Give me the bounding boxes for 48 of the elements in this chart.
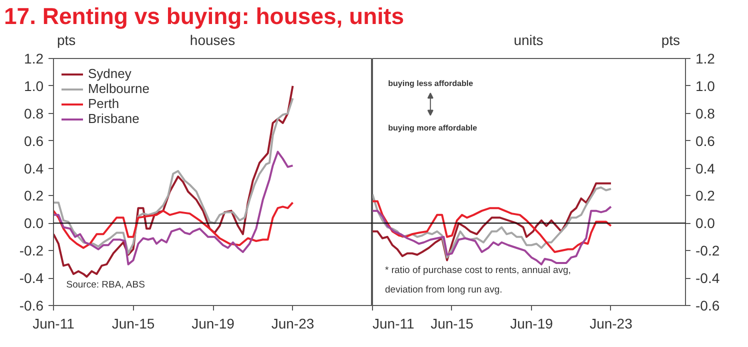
y-tick-label: 1.0 — [24, 78, 44, 94]
y-tick-label: 0.8 — [696, 105, 716, 122]
y-tick-label: -0.6 — [696, 298, 720, 314]
chart-title: 17. Renting vs buying: houses, units — [4, 2, 404, 31]
y-tick-label: 0.4 — [24, 160, 44, 176]
y-tick-label: 1.2 — [24, 50, 44, 66]
y-tick-label: -0.4 — [696, 270, 720, 286]
x-tick-label: Jun-11 — [372, 316, 414, 332]
x-tick-label: Jun-23 — [271, 316, 314, 332]
y-tick-label: 0.6 — [24, 132, 44, 149]
legend-label: Perth — [88, 96, 120, 111]
line-series — [54, 97, 294, 254]
chart-subtitle: houses — [190, 32, 236, 48]
legend-label: Sydney — [88, 66, 132, 81]
y-tick-label: 0.2 — [696, 188, 716, 204]
y-tick-label: 1.2 — [696, 50, 716, 66]
y-tick-label: 0.4 — [696, 160, 716, 176]
annotation: buying more affordable — [388, 124, 478, 133]
chart-subtitle: units — [514, 32, 544, 48]
y-axis-title: pts — [661, 31, 680, 50]
line-series — [372, 200, 612, 253]
annotation: * ratio of purchase cost to rents, annual avg, — [385, 264, 571, 276]
y-tick-label: -0.2 — [19, 242, 44, 259]
y-tick-label: -0.4 — [19, 270, 44, 286]
line-series — [54, 150, 294, 266]
x-tick-label: Jun-23 — [590, 316, 633, 332]
y-tick-label: 0.8 — [24, 105, 44, 122]
y-tick-label: -0.6 — [19, 298, 44, 314]
line-series — [372, 206, 612, 266]
legend-label: Melbourne — [88, 81, 150, 96]
x-tick-label: Jun-15 — [112, 316, 155, 332]
legend-label: Brisbane — [88, 111, 140, 126]
y-tick-label: 0.2 — [24, 188, 44, 204]
y-tick-label: 0.0 — [24, 215, 44, 232]
y-tick-label: 0.6 — [696, 132, 716, 149]
x-tick-label: Jun-19 — [510, 316, 554, 332]
y-axis-title: pts — [57, 31, 76, 50]
x-tick-label: Jun-19 — [192, 316, 235, 332]
annotation: buying less affordable — [388, 79, 474, 88]
x-tick-label: Jun-11 — [32, 316, 75, 332]
line-series — [54, 202, 294, 249]
annotation: deviation from long run avg. — [385, 284, 502, 296]
y-tick-label: 1.0 — [696, 78, 716, 94]
annotation: Source: RBA, ABS — [66, 280, 145, 291]
y-tick-label: 0.0 — [696, 215, 716, 232]
line-series — [54, 84, 294, 278]
y-tick-label: -0.2 — [696, 242, 720, 259]
x-tick-label: Jun-15 — [430, 316, 474, 332]
